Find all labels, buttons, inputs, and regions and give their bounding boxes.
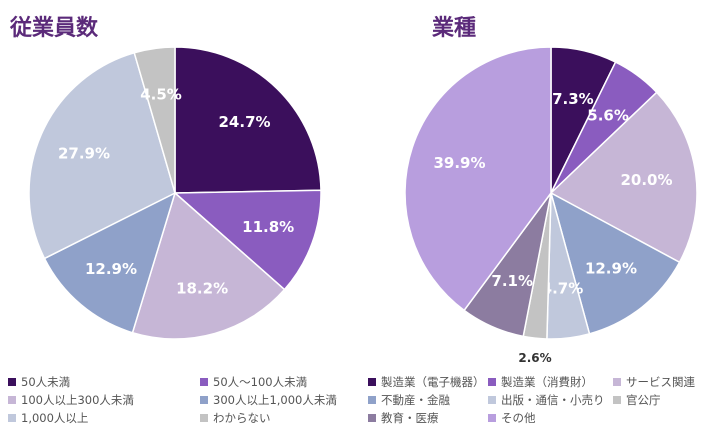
pie-slice-industry-3	[549, 191, 681, 335]
legend-swatch	[8, 378, 16, 386]
legend-item-industry-6: 教育・医療	[368, 410, 439, 426]
legend-swatch	[200, 414, 208, 422]
data-label-industry-7: 39.9%	[433, 154, 485, 172]
legend-item-industry-3: 不動産・金融	[368, 392, 450, 408]
pie-slice-employees-4	[28, 51, 176, 260]
data-label-industry-2: 20.0%	[620, 171, 672, 189]
data-label-employees-2: 18.2%	[176, 280, 228, 298]
legend-industry: 製造業（電子機器） 製造業（消費財） サービス関連不動産・金融 出版・通信・小売り 官公…	[368, 370, 708, 436]
legend-swatch	[613, 378, 621, 386]
legend-label: 1,000人以上	[21, 411, 89, 425]
legend-item-employees-2: 100人以上300人未満	[8, 392, 134, 408]
legend-label: サービス関連	[626, 375, 695, 389]
legend-item-industry-4: 出版・通信・小売り	[488, 392, 605, 408]
legend-swatch	[8, 414, 16, 422]
legend-label: わからない	[213, 411, 271, 425]
data-label-employees-5: 4.5%	[140, 86, 182, 104]
legend-label: 50人未満	[21, 375, 71, 389]
legend-item-industry-5: 官公庁	[613, 392, 661, 408]
data-label-employees-1: 11.8%	[242, 218, 294, 236]
legend-item-industry-7: その他	[488, 410, 536, 426]
pie-slice-employees-3	[43, 191, 177, 334]
legend-label: 製造業（消費財）	[501, 375, 593, 389]
legend-swatch	[200, 378, 208, 386]
legend-swatch	[488, 396, 496, 404]
legend-employees: 50人未満 50人～100人未満 100人以上300人未満 300人以上1,000人未…	[8, 370, 353, 436]
legend-label: 官公庁	[626, 393, 661, 407]
legend-item-employees-0: 50人未満	[8, 374, 70, 390]
legend-label: 出版・通信・小売り	[501, 393, 605, 407]
legend-swatch	[368, 396, 376, 404]
legend-label: 300人以上1,000人未満	[213, 393, 337, 407]
legend-label: 製造業（電子機器）	[381, 375, 485, 389]
data-label-employees-0: 24.7%	[219, 113, 271, 131]
data-label-industry-6: 7.1%	[491, 272, 533, 290]
data-label-industry-5: 2.6%	[518, 351, 551, 365]
pie-slice-employees-0	[174, 46, 322, 194]
legend-swatch	[488, 414, 496, 422]
legend-swatch	[368, 378, 376, 386]
legend-label: その他	[501, 411, 536, 425]
legend-swatch	[8, 396, 16, 404]
legend-label: 教育・医療	[381, 411, 439, 425]
legend-item-industry-0: 製造業（電子機器）	[368, 374, 485, 390]
legend-item-employees-3: 300人以上1,000人未満	[200, 392, 337, 408]
data-label-industry-3: 12.9%	[585, 259, 637, 277]
legend-label: 不動産・金融	[381, 393, 450, 407]
pie-slice-industry-2	[549, 91, 698, 264]
chart-title-employees: 従業員数	[10, 16, 99, 41]
legend-label: 50人～100人未満	[213, 375, 308, 389]
legend-swatch	[488, 378, 496, 386]
pie-slice-employees-5	[133, 46, 176, 194]
pie-slice-employees-1	[173, 189, 322, 291]
legend-label: 100人以上300人未満	[21, 393, 134, 407]
pie-slice-industry-7	[404, 46, 552, 312]
pie-slice-employees-2	[131, 191, 286, 340]
legend-item-industry-1: 製造業（消費財）	[488, 374, 593, 390]
legend-swatch	[613, 396, 621, 404]
legend-swatch	[368, 414, 376, 422]
legend-item-employees-5: わからない	[200, 410, 271, 426]
legend-item-industry-2: サービス関連	[613, 374, 695, 390]
data-label-employees-4: 27.9%	[58, 144, 110, 162]
legend-item-employees-4: 1,000人以上	[8, 410, 88, 426]
data-label-industry-1: 5.6%	[587, 106, 629, 124]
data-label-industry-4: 4.7%	[542, 280, 584, 298]
data-label-industry-0: 7.3%	[552, 90, 594, 108]
legend-swatch	[200, 396, 208, 404]
chart-title-industry: 業種	[432, 16, 477, 41]
data-label-employees-3: 12.9%	[85, 260, 137, 278]
legend-item-employees-1: 50人～100人未満	[200, 374, 307, 390]
